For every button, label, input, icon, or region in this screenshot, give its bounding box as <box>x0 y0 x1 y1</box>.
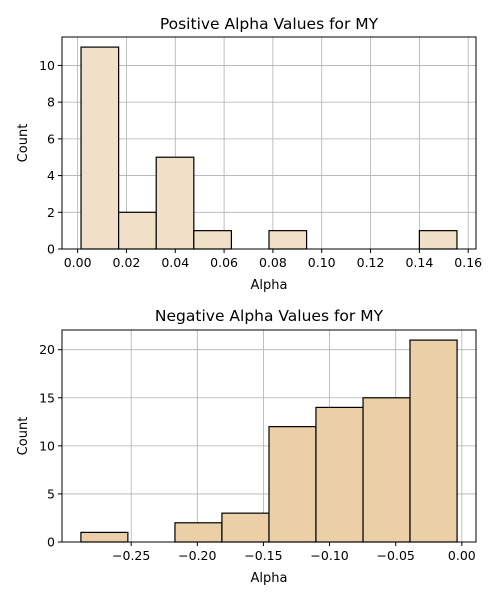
y-tick-label: 5 <box>47 486 55 501</box>
histogram-bar <box>221 512 270 543</box>
x-ticks: −0.25 −0.20 −0.15 −0.10 −0.05 0.00 <box>112 542 476 563</box>
y-axis-label: Count <box>16 124 31 163</box>
y-ticks: 0 5 10 15 20 <box>39 342 62 550</box>
histogram-bar <box>268 230 308 250</box>
histogram-bar <box>174 522 223 543</box>
bars <box>80 339 458 543</box>
plot-frame <box>61 36 477 250</box>
y-tick-label: 2 <box>47 205 55 220</box>
histogram-bar <box>80 531 129 543</box>
x-tick-label: 0.02 <box>113 255 141 270</box>
y-tick-label: 0 <box>47 242 55 257</box>
y-tick-label: 8 <box>47 95 55 110</box>
x-tick-label: −0.25 <box>112 548 150 563</box>
y-tick-label: 6 <box>47 131 55 146</box>
x-tick-label: 0.00 <box>448 548 476 563</box>
histogram-bar <box>418 230 458 250</box>
chart-title: Negative Alpha Values for MY <box>155 307 384 325</box>
histogram-bar <box>315 406 364 543</box>
x-tick-label: −0.15 <box>244 548 282 563</box>
x-tick-label: 0.08 <box>259 255 287 270</box>
x-axis-label: Alpha <box>251 571 288 586</box>
y-tick-label: 15 <box>39 390 55 405</box>
histogram-bar <box>193 230 233 250</box>
x-tick-label: 0.04 <box>161 255 189 270</box>
y-axis-label: Count <box>16 417 31 456</box>
y-tick-label: 10 <box>39 58 55 73</box>
histogram-bar <box>155 156 195 250</box>
y-tick-label: 4 <box>47 168 55 183</box>
x-tick-label: 0.00 <box>64 255 92 270</box>
y-tick-label: 10 <box>39 438 55 453</box>
chart-title: Positive Alpha Values for MY <box>160 15 379 33</box>
x-tick-label: 0.14 <box>405 255 433 270</box>
plot-frame <box>61 329 477 543</box>
histogram-positive-alpha: 0.00 0.02 0.04 0.06 0.08 0.10 0.12 0.14 0.16 0 2 4… <box>16 15 482 293</box>
y-ticks: 0 2 4 6 8 10 <box>39 58 62 257</box>
x-tick-label: 0.12 <box>357 255 385 270</box>
y-tick-label: 0 <box>47 535 55 550</box>
bars <box>80 46 458 250</box>
x-tick-label: −0.10 <box>310 548 348 563</box>
x-tick-label: −0.05 <box>377 548 415 563</box>
histogram-bar <box>362 397 411 543</box>
histogram-negative-alpha: −0.25 −0.20 −0.15 −0.10 −0.05 0.00 0 5 10 15 20 N… <box>16 307 477 586</box>
x-tick-label: 0.10 <box>308 255 336 270</box>
histogram-bar <box>409 339 458 543</box>
x-axis-label: Alpha <box>251 278 288 293</box>
x-tick-label: 0.16 <box>454 255 482 270</box>
y-tick-label: 20 <box>39 342 55 357</box>
histogram-bar <box>268 426 317 543</box>
x-tick-label: 0.06 <box>210 255 238 270</box>
histogram-bar <box>118 211 157 250</box>
x-tick-label: −0.20 <box>178 548 216 563</box>
x-ticks: 0.00 0.02 0.04 0.06 0.08 0.10 0.12 0.14 0.16 <box>64 249 482 270</box>
histogram-bar <box>80 46 120 250</box>
